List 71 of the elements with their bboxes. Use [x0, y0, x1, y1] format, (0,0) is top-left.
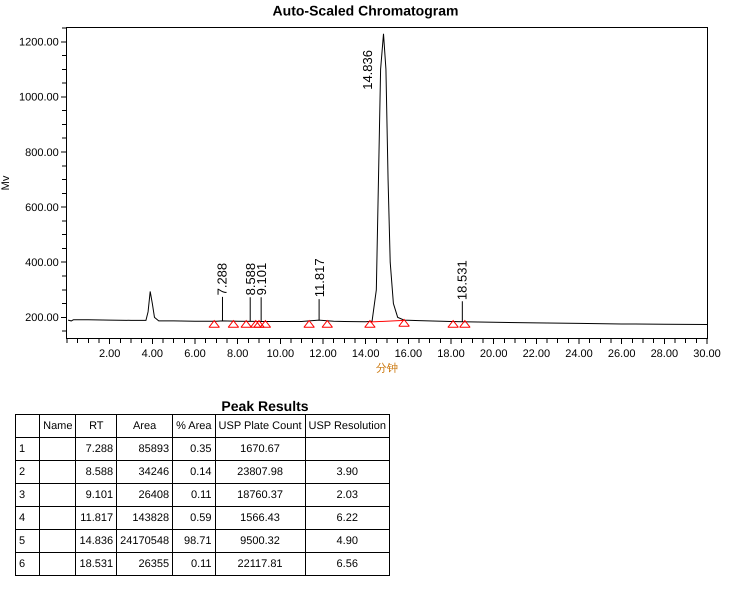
x-tick-label: 28.00 [650, 348, 678, 360]
x-tick-label: 12.00 [309, 348, 337, 360]
data-label: 24170548 [116, 530, 173, 552]
data-label: 3.90 [305, 460, 390, 484]
y-tick-label: 4 [16, 506, 40, 530]
data-label: 6.22 [305, 506, 390, 530]
x-tick-label: 14.00 [352, 348, 380, 360]
y-tick-label: 800.00 [25, 146, 59, 159]
y-tick-label: 200.00 [25, 312, 59, 324]
x-tick-label: 6.00 [184, 348, 206, 360]
annotation: 11.817 [312, 258, 328, 298]
annotation: 18.531 [454, 260, 470, 300]
annotation: 7.288 [214, 262, 230, 296]
data-label: 22117.81 [215, 552, 306, 576]
data-label: 1566.43 [215, 506, 306, 530]
data-label: 85893 [116, 438, 173, 460]
data-label: 2.03 [305, 484, 390, 506]
x-tick-label: 4.00 [142, 348, 164, 360]
x-axis-title: 分钟 [376, 362, 398, 374]
data-label: 7.288 [76, 438, 117, 460]
data-label: 18760.37 [215, 484, 306, 506]
data-label: 0.11 [172, 552, 216, 576]
x-tick-label: 2.00 [98, 348, 120, 360]
y-tick-label: 6 [16, 552, 40, 576]
data-label: 0.11 [172, 484, 216, 506]
x-tick-label: Area [116, 414, 173, 438]
y-tick-label: 600.00 [25, 202, 59, 214]
data-label: 4.90 [305, 530, 390, 552]
data-label: 26355 [116, 552, 173, 576]
data-label: 9.101 [76, 484, 117, 506]
x-tick-label: 8.00 [226, 348, 248, 360]
data-label: 8.588 [76, 460, 117, 484]
data-label: 18.531 [76, 552, 117, 576]
x-tick-label: 10.00 [266, 348, 294, 360]
data-label: 6.56 [305, 552, 390, 576]
x-tick-label: 18.00 [437, 348, 465, 360]
data-label: 9500.32 [215, 530, 306, 552]
annotation: 14.836 [360, 50, 376, 90]
data-label: 23807.98 [215, 460, 306, 484]
data-label: 0.59 [172, 506, 216, 530]
y-tick-label: 3 [16, 484, 40, 506]
x-tick-label: 20.00 [480, 348, 508, 360]
data-label: 14.836 [76, 530, 117, 552]
data-label: 143828 [116, 506, 173, 530]
data-label: 0.14 [172, 460, 216, 484]
y-tick-label: 1000.00 [19, 92, 59, 104]
annotation: 8.588 [243, 262, 258, 296]
x-tick-label: 30.00 [693, 348, 721, 360]
y-tick-label: 2 [16, 460, 40, 484]
x-tick-label: USP Plate Count [215, 414, 306, 438]
y-tick-label: 400.00 [25, 257, 59, 270]
chart-title: Auto-Scaled Chromatogram [272, 2, 458, 18]
data-label: 0.35 [172, 438, 216, 460]
chart-title: Peak Results [220, 398, 310, 414]
y-tick-label: 1200.00 [19, 36, 59, 49]
data-label: 98.71 [172, 530, 216, 552]
data-label: 11.817 [76, 506, 117, 530]
x-tick-label: 16.00 [394, 348, 422, 360]
data-label: 34246 [116, 460, 173, 484]
y-tick-label: 5 [16, 530, 40, 552]
x-tick-label: Name [40, 414, 76, 438]
x-tick-label: USP Resolution [305, 414, 390, 438]
data-label: 26408 [116, 484, 173, 506]
x-tick-label: 22.00 [522, 348, 550, 360]
x-tick-label: % Area [172, 414, 216, 438]
y-tick-label: 1 [16, 438, 40, 460]
data-label: 1670.67 [215, 438, 306, 460]
x-tick-label: RT [76, 414, 117, 438]
x-tick-label: 26.00 [608, 348, 636, 360]
y-axis-title: Mv [0, 175, 12, 190]
x-tick-label: 24.00 [565, 348, 593, 360]
